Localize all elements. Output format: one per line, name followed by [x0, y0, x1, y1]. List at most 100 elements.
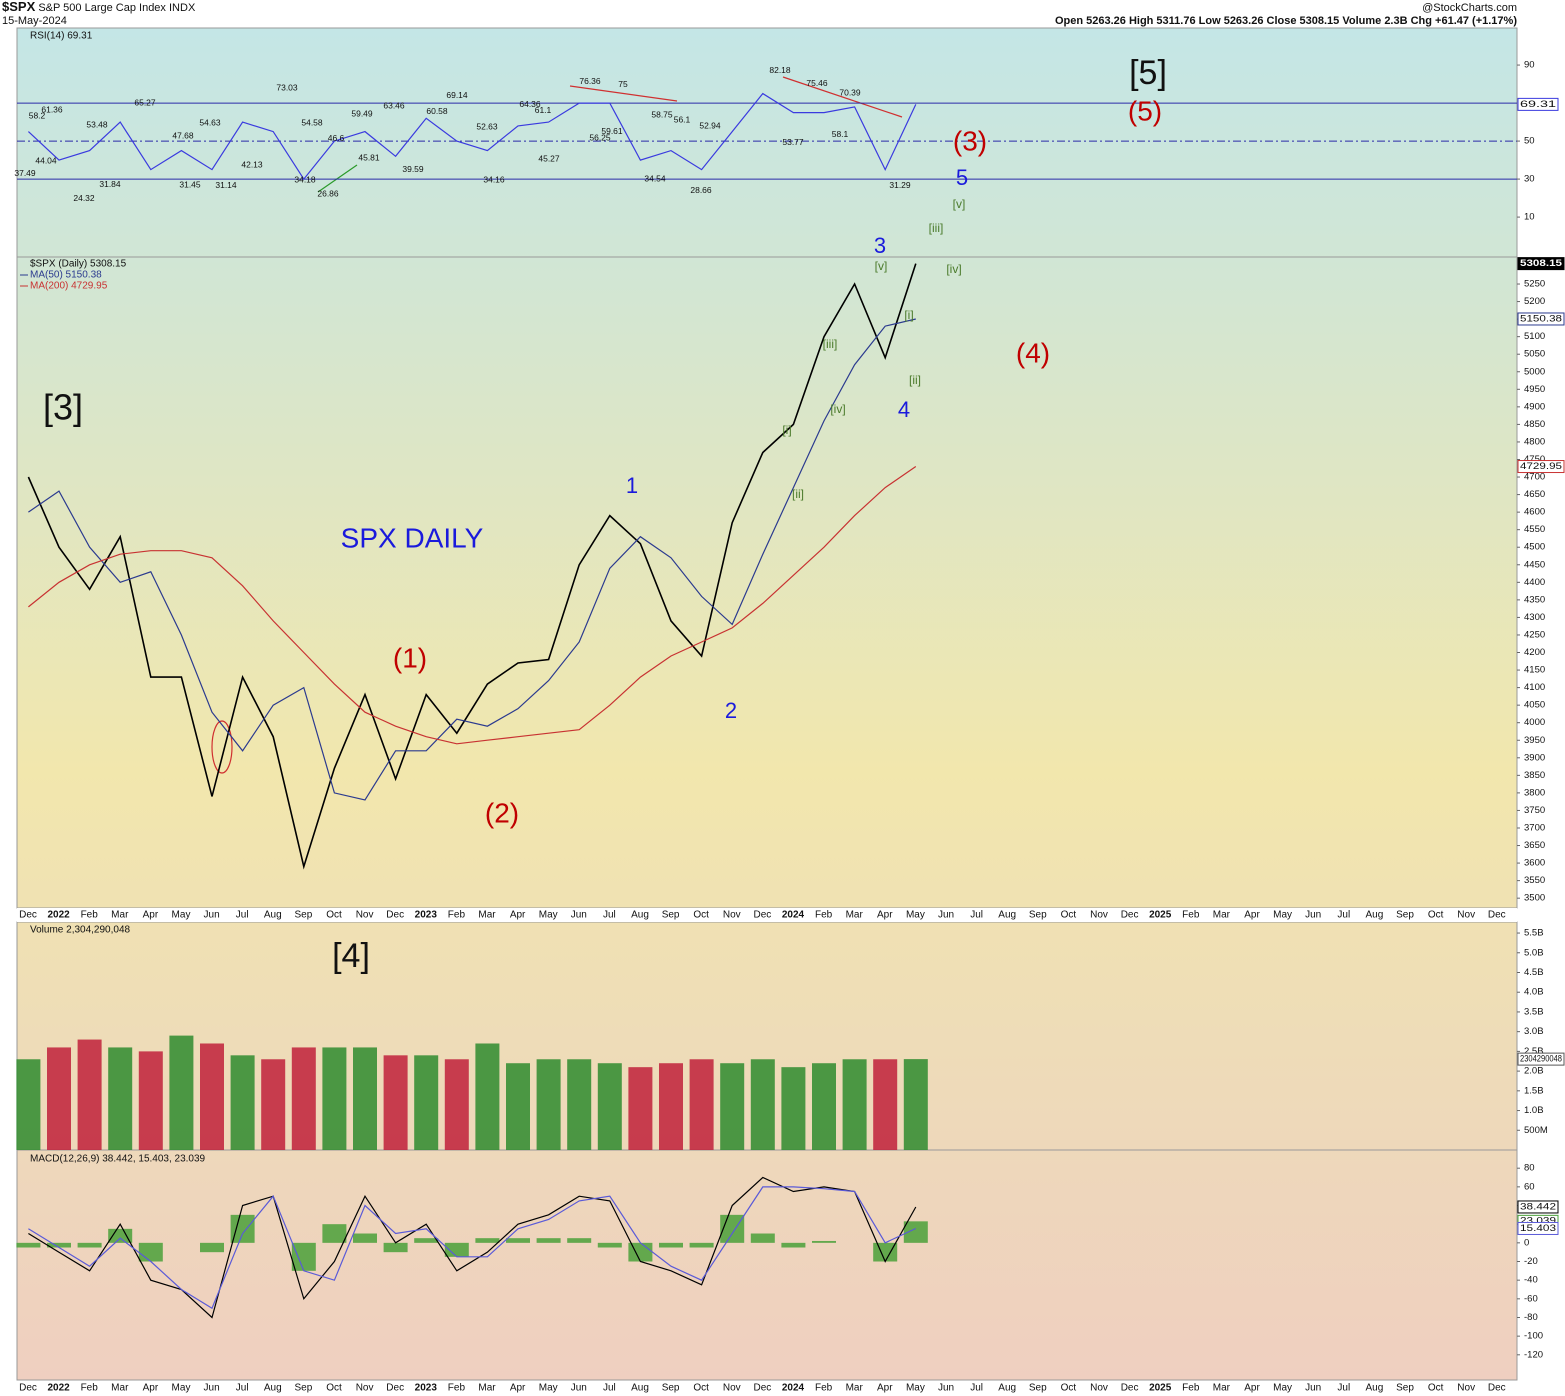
x-tick-label: 2022	[47, 910, 70, 921]
rsi-label: 65.27	[134, 97, 156, 107]
y-tick-label: 4050	[1524, 700, 1545, 711]
rsi-label: 54.58	[301, 118, 323, 128]
y-tick-label: 4200	[1524, 647, 1545, 658]
x-tick-label: Feb	[1182, 910, 1200, 921]
volume-bar	[536, 1059, 561, 1150]
x-tick-label: Nov	[356, 1383, 374, 1394]
x-tick-label: Dec	[1121, 1383, 1139, 1394]
value-box-label: 4729.95	[1520, 461, 1562, 471]
y-tick-label: 0	[1524, 1237, 1529, 1248]
y-tick-label: 4150	[1524, 665, 1545, 676]
x-tick-label: Sep	[295, 910, 313, 921]
value-box	[1517, 97, 1559, 111]
wave-label: SPX DAILY	[341, 522, 484, 553]
x-tick-label: Feb	[815, 1383, 833, 1394]
x-tick-label: Mar	[478, 910, 496, 921]
x-tick-label: Apr	[877, 910, 893, 921]
wave-label: (3)	[953, 125, 987, 156]
y-tick-label: 5200	[1524, 296, 1545, 307]
volume-bar	[138, 1051, 163, 1150]
value-box	[1517, 1052, 1565, 1066]
price-legend: $SPX (Daily) 5308.15	[30, 259, 127, 270]
volume-bar	[659, 1063, 683, 1150]
volume-bar	[261, 1059, 286, 1150]
rsi-label: 60.58	[426, 106, 448, 116]
x-tick-label: Oct	[1061, 1383, 1077, 1394]
rsi-label: 69.14	[446, 90, 468, 100]
x-tick-label: Dec	[1488, 1383, 1506, 1394]
histogram-bar	[812, 1240, 836, 1243]
volume-bar	[169, 1035, 194, 1150]
y-tick-label: 4850	[1524, 419, 1545, 430]
y-tick-label: 30	[1524, 174, 1535, 185]
x-tick-label: Oct	[693, 910, 709, 921]
x-tick-label: 2025	[1149, 910, 1172, 921]
x-tick-label: May	[906, 910, 925, 921]
x-tick-label: Jun	[1305, 910, 1321, 921]
rsi-label: 53.77	[782, 137, 804, 147]
volume-bar	[414, 1055, 439, 1150]
x-tick-label: Mar	[1213, 1383, 1231, 1394]
x-tick-label: Feb	[81, 1383, 99, 1394]
x-tick-label: Aug	[1366, 1383, 1384, 1394]
x-tick-label: Aug	[631, 1383, 649, 1394]
wave-label: [ii]	[792, 487, 804, 501]
x-tick-label: May	[906, 1383, 925, 1394]
value-box-label: 38.442	[1520, 1201, 1556, 1211]
x-tick-label: Mar	[846, 910, 864, 921]
rsi-label: 58.75	[651, 110, 673, 120]
x-tick-label: Aug	[1366, 910, 1384, 921]
y-tick-label: 5000	[1524, 366, 1545, 377]
wave-label: 3	[874, 233, 886, 258]
y-tick-label: 4100	[1524, 682, 1545, 693]
x-tick-label: Jul	[970, 910, 983, 921]
volume-bar	[720, 1063, 745, 1150]
wave-label: [iv]	[830, 402, 845, 416]
volume-bar	[353, 1047, 377, 1150]
y-tick-label: 5050	[1524, 349, 1545, 360]
y-tick-label: -100	[1524, 1331, 1543, 1342]
histogram-bar	[597, 1242, 622, 1248]
x-tick-label: Mar	[846, 1383, 864, 1394]
series-line	[28, 318, 916, 801]
wave-label: [i]	[904, 308, 913, 322]
x-tick-label: Dec	[1488, 910, 1506, 921]
x-tick-label: Oct	[1428, 910, 1444, 921]
y-tick-label: 3700	[1524, 823, 1545, 834]
y-tick-label: 3.5B	[1524, 1006, 1544, 1017]
value-box	[1517, 460, 1565, 474]
y-tick-label: 3.0B	[1524, 1026, 1544, 1037]
rsi-label: 73.03	[276, 83, 298, 93]
volume-bar	[322, 1047, 347, 1150]
rsi-label: 31.45	[179, 180, 201, 190]
value-box	[1517, 312, 1565, 326]
x-tick-label: Aug	[264, 910, 282, 921]
x-tick-label: May	[172, 910, 191, 921]
wave-label: 5	[956, 165, 968, 190]
x-tick-label: Oct	[693, 1383, 709, 1394]
volume-bar	[567, 1059, 592, 1150]
y-tick-label: 3500	[1524, 893, 1545, 904]
y-tick-label: 4350	[1524, 594, 1545, 605]
histogram-bar	[444, 1242, 469, 1257]
x-tick-label: Nov	[1090, 1383, 1108, 1394]
y-tick-label: 1.0B	[1524, 1105, 1544, 1116]
x-tick-label: Jun	[571, 1383, 587, 1394]
x-tick-label: Apr	[143, 1383, 159, 1394]
y-tick-label: 3800	[1524, 787, 1545, 798]
y-tick-label: 5.5B	[1524, 928, 1544, 939]
x-tick-label: Dec	[1121, 910, 1139, 921]
rsi-label: 42.13	[241, 159, 263, 169]
volume-bar	[230, 1055, 255, 1150]
x-tick-label: Sep	[662, 1383, 680, 1394]
volume-bar	[781, 1067, 806, 1150]
x-tick-label: Dec	[19, 910, 37, 921]
volume-bar	[108, 1047, 133, 1150]
histogram-bar	[720, 1214, 745, 1243]
x-tick-label: Nov	[356, 910, 374, 921]
y-tick-label: 4300	[1524, 612, 1545, 623]
ma50-legend: MA(50) 5150.38	[30, 270, 102, 281]
value-box-label: 69.31	[1520, 99, 1556, 109]
wave-label: [3]	[43, 387, 83, 428]
plot-background	[17, 28, 1517, 1380]
